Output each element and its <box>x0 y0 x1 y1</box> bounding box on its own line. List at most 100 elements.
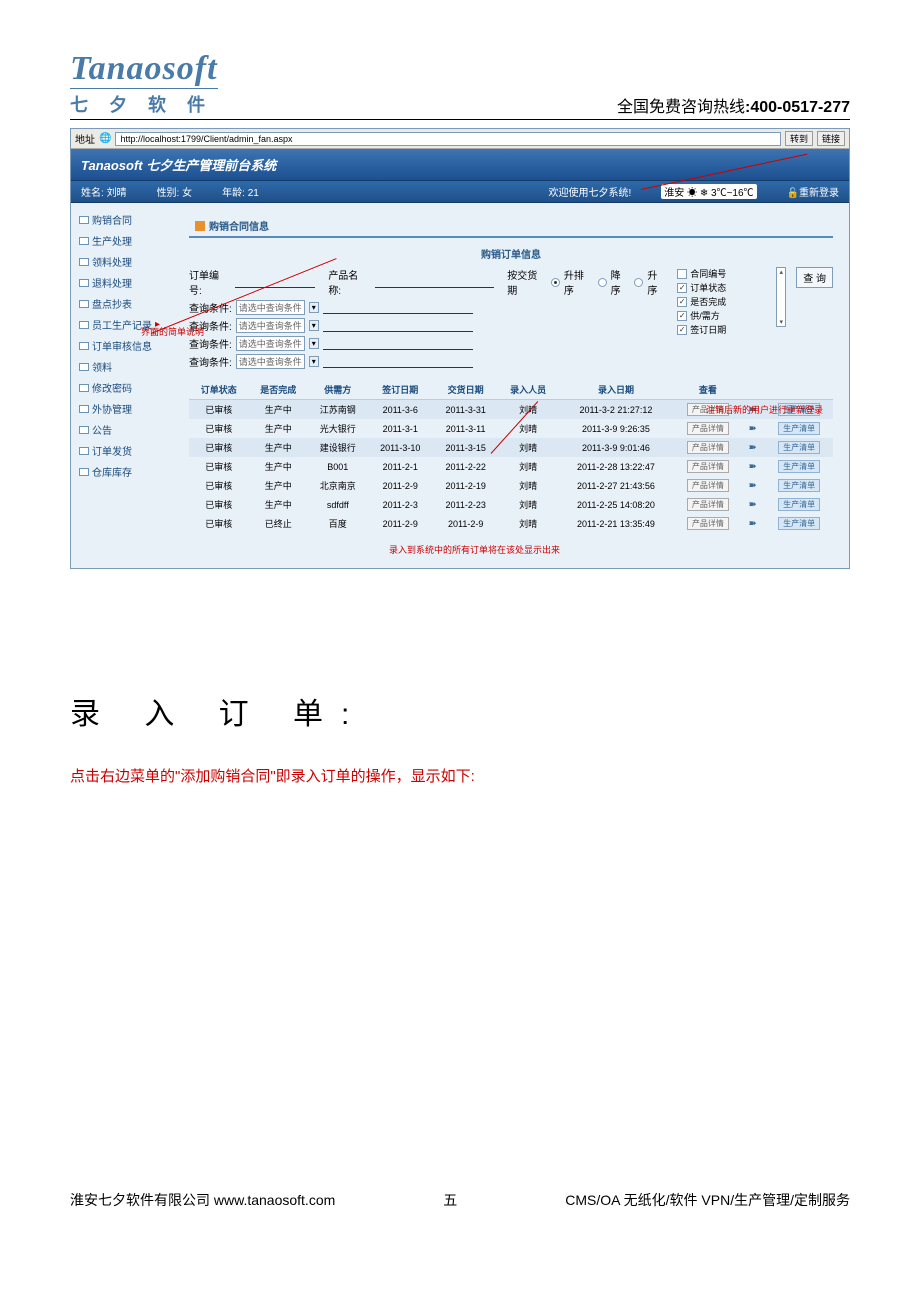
checkbox[interactable]: ✓ <box>677 297 687 307</box>
detail-button[interactable]: 产品详情 <box>687 517 729 530</box>
folder-icon <box>79 363 89 371</box>
hotline-label: 全国免费咨询热线 <box>617 99 745 116</box>
doc-footer: 淮安七夕软件有限公司 www.tanaosoft.com 五 CMS/OA 无纸… <box>70 1190 850 1210</box>
radio-asc[interactable] <box>551 278 560 287</box>
table-row: 已审核生产中sdfdff2011-2-32011-2-23刘晴2011-2-25… <box>189 495 833 514</box>
cond-input[interactable] <box>323 338 473 350</box>
gen-icon: ➽ <box>749 423 757 433</box>
logo: Tanaosoft 七 夕 软 件 <box>70 50 218 117</box>
search-area: 订单编号: 产品名称: 按交货期 升排序 降序 升序 查询条件: 请选中查询条件… <box>189 267 833 372</box>
checkbox[interactable]: ✓ <box>677 283 687 293</box>
table-header <box>742 380 766 400</box>
checkbox[interactable]: ✓ <box>677 311 687 321</box>
doc-instruction: 点击右边菜单的"添加购销合同"即录入订单的操作，显示如下: <box>70 763 850 790</box>
table-row: 已审核生产中B0012011-2-12011-2-22刘晴2011-2-28 1… <box>189 457 833 476</box>
table-header: 录入日期 <box>558 380 674 400</box>
scroll-box[interactable]: ▴▾ <box>776 267 786 327</box>
folder-icon <box>79 426 89 434</box>
gen-icon: ➽ <box>749 461 757 471</box>
links-button[interactable]: 链接 <box>817 131 845 146</box>
panel-title: 购销合同信息 <box>189 215 833 238</box>
hotline: 全国免费咨询热线:400-0517-277 <box>617 93 850 117</box>
detail-button[interactable]: 产品详情 <box>687 498 729 511</box>
folder-icon <box>79 258 89 266</box>
table-row: 已审核生产中北京南京2011-2-92011-2-19刘晴2011-2-27 2… <box>189 476 833 495</box>
cond-input[interactable] <box>323 356 473 368</box>
sidebar-item[interactable]: 盘点抄表 <box>71 293 181 314</box>
detail-button[interactable]: 产品详情 <box>687 441 729 454</box>
dropdown-icon[interactable]: ▾ <box>309 356 319 367</box>
sidebar-item[interactable]: 公告 <box>71 419 181 440</box>
radio-asc2[interactable] <box>634 278 643 287</box>
sidebar: 购销合同生产处理领料处理退料处理盘点抄表员工生产记录 ▸订单审核信息领料修改密码… <box>71 203 181 568</box>
folder-icon <box>79 405 89 413</box>
cond-input[interactable] <box>323 320 473 332</box>
table-header: 录入人员 <box>498 380 558 400</box>
gen-button[interactable]: 生产清单 <box>778 498 820 511</box>
footer-center: 五 <box>443 1190 457 1210</box>
app-title: 七夕生产管理前台系统 <box>146 158 276 173</box>
sub-title: 购销订单信息 <box>189 246 833 261</box>
gen-button[interactable]: 生产清单 <box>778 422 820 435</box>
checkbox[interactable] <box>677 269 687 279</box>
table-header <box>765 380 833 400</box>
weather-badge: 淮安 ☀ ❄ 3℃~16℃ <box>661 184 756 199</box>
folder-icon <box>79 216 89 224</box>
footer-right: CMS/OA 无纸化/软件 VPN/生产管理/定制服务 <box>565 1190 850 1210</box>
sidebar-item[interactable]: 退料处理 <box>71 272 181 293</box>
checkbox[interactable]: ✓ <box>677 325 687 335</box>
sidebar-item[interactable]: 领料处理 <box>71 251 181 272</box>
sidebar-item[interactable]: 订单审核信息 <box>71 335 181 356</box>
gen-icon: ➽ <box>749 499 757 509</box>
detail-button[interactable]: 产品详情 <box>687 479 729 492</box>
addr-label: 地址 <box>75 131 95 146</box>
gen-button[interactable]: 生产清单 <box>778 479 820 492</box>
gen-button[interactable]: 生产清单 <box>778 517 820 530</box>
url-input[interactable]: http://localhost:1799/Client/admin_fan.a… <box>115 132 781 146</box>
folder-icon <box>79 468 89 476</box>
dropdown-icon[interactable]: ▾ <box>309 338 319 349</box>
dropdown-icon[interactable]: ▾ <box>309 320 319 331</box>
gen-button[interactable]: 生产清单 <box>778 460 820 473</box>
sidebar-item[interactable]: 生产处理 <box>71 230 181 251</box>
doc-header: Tanaosoft 七 夕 软 件 全国免费咨询热线:400-0517-277 <box>70 50 850 120</box>
table-header: 是否完成 <box>249 380 309 400</box>
annotations: 注销后新的用户进行重新登录 录入到系统中的所有订单将在该处显示出来 <box>189 543 833 556</box>
doc-section: 录 入 订 单: 点击右边菜单的"添加购销合同"即录入订单的操作，显示如下: <box>70 689 850 790</box>
gen-button[interactable]: 生产清单 <box>778 441 820 454</box>
info-bar: 姓名: 刘晴 性别: 女 年龄: 21 欢迎使用七夕系统! 淮安 ☀ ❄ 3℃~… <box>71 181 849 203</box>
cond-select[interactable]: 请选中查询条件 <box>236 300 305 315</box>
footer-left: 淮安七夕软件有限公司 www.tanaosoft.com <box>70 1190 335 1210</box>
radio-desc[interactable] <box>598 278 607 287</box>
sidebar-item[interactable]: 购销合同 <box>71 209 181 230</box>
cond-select[interactable]: 请选中查询条件 <box>236 318 305 333</box>
folder-icon <box>79 321 89 329</box>
dropdown-icon[interactable]: ▾ <box>309 302 319 313</box>
folder-icon <box>79 342 89 350</box>
cond-select[interactable]: 请选中查询条件 <box>236 336 305 351</box>
annotation-left: 界面的简单说明 <box>141 325 204 338</box>
detail-button[interactable]: 产品详情 <box>687 422 729 435</box>
product-input[interactable] <box>375 276 494 288</box>
annotation-bottom: 录入到系统中的所有订单将在该处显示出来 <box>389 543 833 556</box>
sidebar-item[interactable]: 领料 <box>71 356 181 377</box>
app-screenshot: 地址 🌐 http://localhost:1799/Client/admin_… <box>70 128 850 569</box>
cond-select[interactable]: 请选中查询条件 <box>236 354 305 369</box>
sidebar-item[interactable]: 修改密码 <box>71 377 181 398</box>
query-button[interactable]: 查 询 <box>796 267 833 288</box>
sidebar-item[interactable]: 订单发货 <box>71 440 181 461</box>
address-bar: 地址 🌐 http://localhost:1799/Client/admin_… <box>71 129 849 149</box>
doc-heading: 录 入 订 单: <box>70 689 850 733</box>
hotline-number: 400-0517-277 <box>750 99 850 116</box>
folder-icon <box>79 447 89 455</box>
app-body: 购销合同生产处理领料处理退料处理盘点抄表员工生产记录 ▸订单审核信息领料修改密码… <box>71 203 849 568</box>
go-button[interactable]: 转到 <box>785 131 813 146</box>
relogin-link[interactable]: 🔓重新登录 <box>787 184 839 199</box>
sidebar-item[interactable]: 外协管理 <box>71 398 181 419</box>
cond-input[interactable] <box>323 302 473 314</box>
annotation-top: 注销后新的用户进行重新登录 <box>706 403 823 416</box>
checkbox-list: 合同编号✓订单状态✓是否完成✓供/需方✓签订日期 <box>677 267 772 337</box>
sidebar-item[interactable]: 仓库库存 <box>71 461 181 482</box>
detail-button[interactable]: 产品详情 <box>687 460 729 473</box>
app-title-bar: Tanaosoft 七夕生产管理前台系统 <box>71 149 849 181</box>
